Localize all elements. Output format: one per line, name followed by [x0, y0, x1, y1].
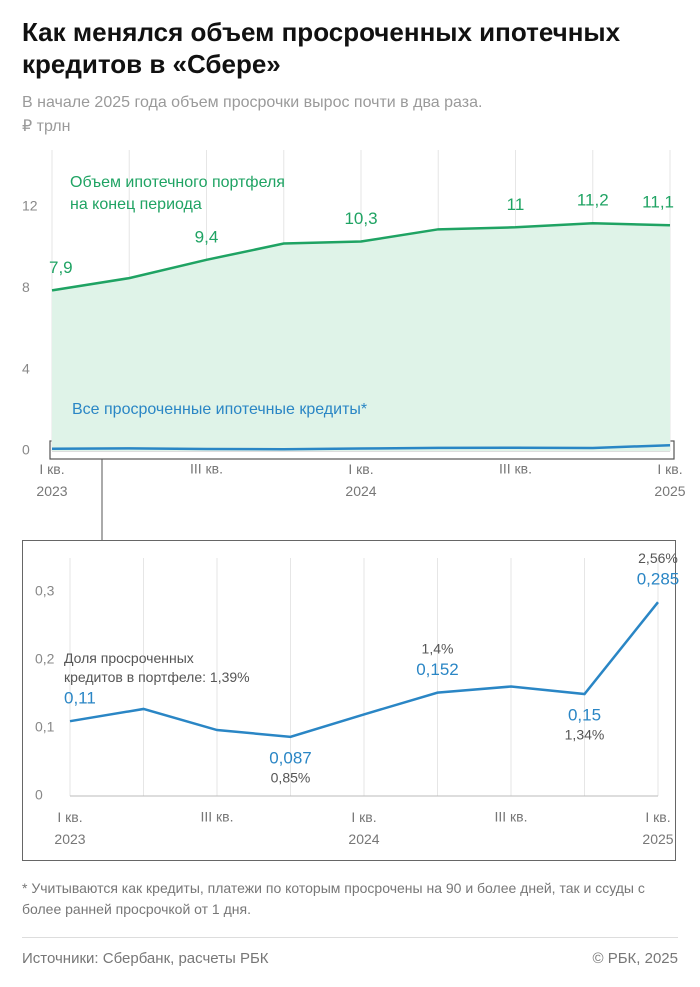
line [51, 443, 671, 451]
value-label: 11,1 [642, 193, 674, 212]
series-label: Все просроченные ипотечные кредиты* [72, 401, 367, 418]
y-tick-label: 12 [22, 198, 38, 214]
source: Источники: Сбербанк, расчеты РБК [22, 950, 269, 967]
y-tick-label: 0,3 [35, 583, 55, 599]
y-tick-label: 0,2 [35, 651, 55, 667]
value-label: 10,3 [344, 209, 377, 228]
share-label: 1,39% [206, 669, 250, 685]
copyright: © РБК, 2025 [592, 950, 678, 967]
value-label: 0,11 [64, 689, 96, 708]
value-label: 9,4 [195, 227, 219, 246]
x-tick-label: III кв. [499, 461, 532, 477]
y-tick-label: 0,1 [35, 719, 55, 735]
y-tick-label: 0 [35, 787, 43, 803]
x-tick-label: III кв. [200, 809, 233, 825]
x-tick-label: I кв. 2025 [654, 461, 685, 499]
unit: ₽ трлн [22, 118, 71, 135]
area [52, 223, 670, 451]
y-tick-label: 4 [22, 360, 30, 376]
x-tick-label: I кв. 2023 [36, 461, 67, 499]
line [51, 221, 671, 292]
x-tick-label: I кв. 2023 [54, 809, 85, 847]
value-label: 7,9 [49, 258, 73, 277]
annotation: Доля просроченных кредитов в портфеле: 1,… [64, 650, 250, 685]
subtitle: В начале 2025 года объем просрочки вырос… [22, 94, 483, 111]
x-tick-label: III кв. [190, 461, 223, 477]
share-label: 2,56% [638, 550, 678, 566]
title: Как менялся объем просроченных ипотечных… [22, 17, 621, 79]
x-tick-label: III кв. [494, 809, 527, 825]
y-tick-label: 0 [22, 442, 30, 458]
share-label: 0,85% [271, 770, 311, 786]
x-tick-label: I кв. 2024 [345, 461, 376, 499]
value-label: 0,087 [269, 748, 312, 767]
x-tick-label: I кв. 2025 [642, 809, 673, 847]
footnote: * Учитываются как кредиты, платежи по ко… [22, 880, 645, 917]
value-label: 0,152 [416, 660, 459, 679]
zoom-panel [22, 540, 676, 861]
value-label: 11 [507, 195, 525, 214]
series-label: Объем ипотечного портфеля на конец период… [70, 174, 285, 213]
share-label: 1,4% [422, 640, 454, 656]
value-label: 11,2 [577, 191, 609, 210]
y-tick-label: 8 [22, 279, 30, 295]
line [69, 601, 659, 739]
x-tick-label: I кв. 2024 [348, 809, 379, 847]
value-label: 0,15 [568, 705, 601, 724]
divider [22, 937, 678, 938]
share-label: 1,34% [565, 727, 605, 743]
value-label: 0,285 [637, 570, 680, 589]
